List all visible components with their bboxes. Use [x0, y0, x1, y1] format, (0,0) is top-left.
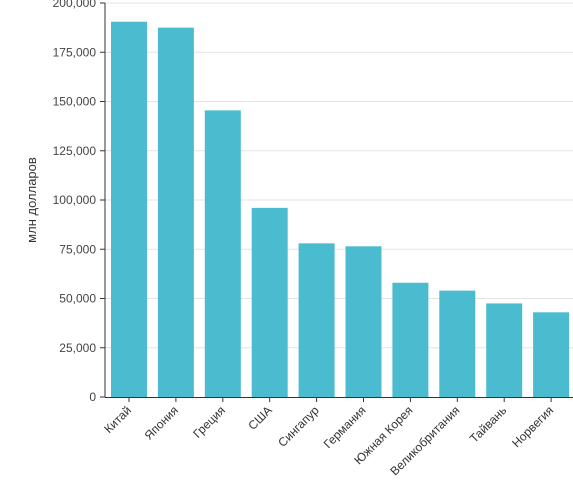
- bar-8: [439, 290, 476, 397]
- y-tick-label: 25,000: [59, 341, 96, 355]
- y-tick-label: 0: [89, 390, 96, 404]
- x-tick-label: Япония: [142, 403, 181, 442]
- y-tick-label: 100,000: [53, 193, 97, 207]
- x-tick-label: Норвегия: [509, 403, 556, 450]
- x-tick-labels: Китай Япония Греция США СингапурГерманияЮжна…: [101, 403, 556, 478]
- bar-9: [486, 303, 523, 397]
- x-tick-label: Сингапур: [275, 403, 322, 450]
- y-tick-label: 200,000: [53, 0, 97, 10]
- y-tick-label: 150,000: [53, 95, 97, 109]
- bar-10: [533, 312, 570, 397]
- x-tick-label: Греция: [190, 403, 228, 441]
- y-tick-label: 75,000: [59, 242, 96, 256]
- y-tick-labels: 0 25,000 50,000 75,000 100,000 125,000 150,000…: [53, 0, 97, 404]
- bar-6: [345, 246, 382, 397]
- bar-2: [157, 27, 194, 397]
- x-tick-label: Тайвань: [467, 403, 509, 445]
- y-tick-label: 50,000: [59, 292, 96, 306]
- y-axis-title: млн долларов: [24, 157, 39, 243]
- bar-3: [204, 110, 241, 398]
- bar-7: [392, 282, 429, 397]
- x-tick-label: США: [245, 403, 274, 432]
- bar-5: [298, 243, 335, 397]
- y-tick-label: 175,000: [53, 45, 97, 59]
- y-tick-label: 125,000: [53, 144, 97, 158]
- axes-group: [100, 2, 573, 402]
- x-tick-label: Китай: [101, 403, 134, 436]
- bars-group: [111, 21, 570, 398]
- bar-1: [111, 21, 147, 398]
- bar-4: [251, 207, 288, 397]
- x-tick-label: Германия: [321, 403, 369, 451]
